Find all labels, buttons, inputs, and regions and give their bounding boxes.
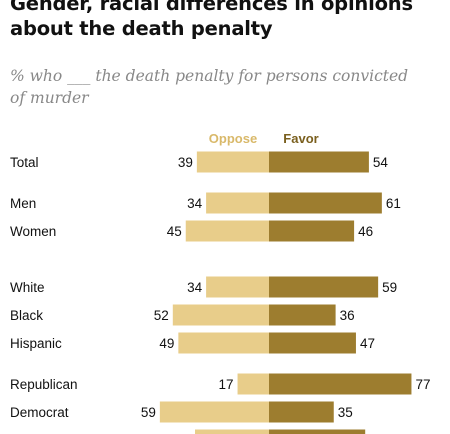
favor-value-label: 47: [360, 336, 375, 351]
chart-subtitle: % who ___ the death penalty for persons …: [10, 67, 409, 107]
favor-bar: [269, 373, 412, 395]
favor-value-label: 77: [415, 377, 430, 392]
category-label: Black: [10, 308, 43, 323]
favor-value-label: 59: [382, 280, 397, 295]
chart-title: Gender, racial differences in opinions a…: [10, 0, 413, 40]
legend-favor: Favor: [283, 131, 318, 146]
favor-bar: [269, 151, 369, 173]
favor-value-label: 36: [340, 308, 355, 323]
category-label: Women: [10, 224, 56, 239]
oppose-bar: [196, 151, 269, 173]
favor-value-label: 35: [338, 405, 353, 420]
oppose-value-label: 17: [219, 377, 234, 392]
favor-bar: [269, 192, 382, 214]
oppose-value-label: 39: [178, 155, 193, 170]
oppose-bar: [237, 373, 269, 395]
oppose-bar: [195, 429, 269, 434]
oppose-bar: [159, 401, 269, 423]
favor-value-label: 46: [358, 224, 373, 239]
category-label: Men: [10, 196, 36, 211]
category-label: Total: [10, 155, 39, 170]
category-label: White: [10, 280, 45, 295]
category-label: Republican: [10, 377, 78, 392]
oppose-value-label: 34: [187, 196, 203, 211]
favor-bar: [269, 276, 379, 298]
oppose-value-label: 52: [154, 308, 169, 323]
favor-bar: [269, 401, 334, 423]
category-label: Democrat: [10, 405, 69, 420]
oppose-value-label: 45: [167, 224, 182, 239]
favor-bar: [269, 332, 356, 354]
category-label: Hispanic: [10, 336, 62, 351]
oppose-bar: [172, 304, 269, 326]
favor-value-label: 54: [373, 155, 389, 170]
favor-bar: [269, 429, 366, 434]
favor-value-label: 61: [386, 196, 401, 211]
oppose-value-label: 49: [159, 336, 174, 351]
oppose-bar: [206, 276, 269, 298]
favor-bar: [269, 220, 355, 242]
favor-bar: [269, 304, 336, 326]
oppose-value-label: 34: [187, 280, 203, 295]
oppose-value-label: 59: [141, 405, 156, 420]
oppose-bar: [206, 192, 269, 214]
legend-oppose: Oppose: [209, 131, 257, 146]
oppose-bar: [185, 220, 269, 242]
oppose-bar: [178, 332, 269, 354]
